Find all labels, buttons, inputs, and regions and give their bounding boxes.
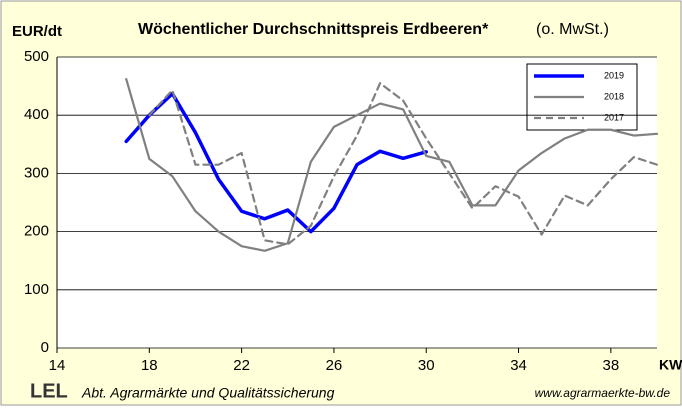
y-tick-label: 500 xyxy=(24,48,49,65)
y-tick-label: 0 xyxy=(41,339,49,356)
legend-label: 2019 xyxy=(604,70,624,80)
x-axis-label: KW xyxy=(659,357,682,373)
x-tick-label: 18 xyxy=(141,357,158,374)
x-tick-label: 34 xyxy=(510,357,527,374)
series-line xyxy=(125,78,659,252)
y-tick-label: 100 xyxy=(24,281,49,298)
x-tick-label: 30 xyxy=(418,357,435,374)
legend-label: 2018 xyxy=(604,91,624,101)
x-tick-label: 14 xyxy=(49,357,66,374)
x-tick-label: 38 xyxy=(603,357,620,374)
chart-subtitle: (o. MwSt.) xyxy=(536,21,609,38)
chart-title: Wöchentlicher Durchschnittspreis Erdbeer… xyxy=(138,21,489,38)
x-tick-label: 22 xyxy=(233,357,250,374)
y-tick-label: 400 xyxy=(24,106,49,123)
y-tick-label: 300 xyxy=(24,164,49,181)
x-tick-label: 26 xyxy=(326,357,343,374)
footer-left: Abt. Agrarmärkte und Qualitätssicherung xyxy=(81,385,335,401)
legend-label: 2017 xyxy=(604,112,624,122)
y-axis-label: EUR/dt xyxy=(12,23,62,40)
footer-right: www.agrarmaerkte-bw.de xyxy=(535,386,671,400)
logo: LEL xyxy=(30,380,68,402)
series-line xyxy=(148,82,659,246)
series-line xyxy=(124,91,428,234)
y-tick-label: 200 xyxy=(24,223,49,240)
